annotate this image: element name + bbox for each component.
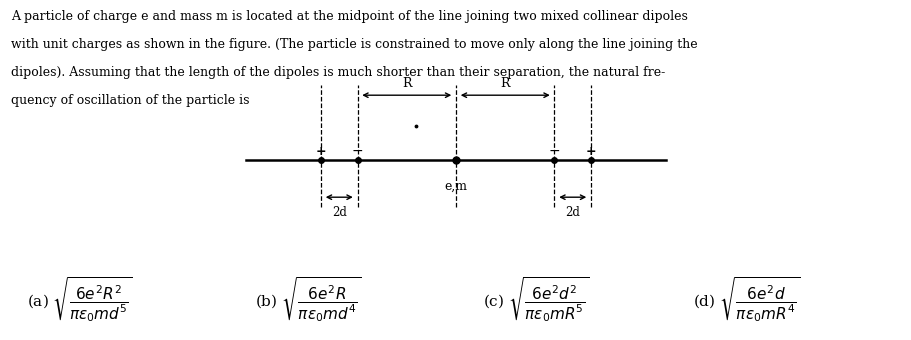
Text: −: − xyxy=(352,144,363,158)
Text: +: + xyxy=(585,145,596,158)
Text: R: R xyxy=(500,77,509,90)
Text: 2d: 2d xyxy=(565,206,579,219)
Text: A particle of charge e and mass m is located at the midpoint of the line joining: A particle of charge e and mass m is loc… xyxy=(11,10,687,23)
Text: R: R xyxy=(402,77,411,90)
Text: (a) $\sqrt{\dfrac{6e^2R^2}{\pi\varepsilon_0 md^5}}$: (a) $\sqrt{\dfrac{6e^2R^2}{\pi\varepsilo… xyxy=(27,275,133,324)
Text: dipoles). Assuming that the length of the dipoles is much shorter than their sep: dipoles). Assuming that the length of th… xyxy=(11,66,664,79)
Text: −: − xyxy=(548,144,559,158)
Text: (d) $\sqrt{\dfrac{6e^2d}{\pi\varepsilon_0 mR^4}}$: (d) $\sqrt{\dfrac{6e^2d}{\pi\varepsilon_… xyxy=(692,275,800,324)
Text: with unit charges as shown in the figure. (The particle is constrained to move o: with unit charges as shown in the figure… xyxy=(11,38,697,51)
Text: quency of oscillation of the particle is: quency of oscillation of the particle is xyxy=(11,94,250,107)
Text: (c) $\sqrt{\dfrac{6e^2d^2}{\pi\varepsilon_0 mR^5}}$: (c) $\sqrt{\dfrac{6e^2d^2}{\pi\varepsilo… xyxy=(483,275,589,324)
Text: +: + xyxy=(315,145,326,158)
Text: e,m: e,m xyxy=(444,180,467,193)
Text: (b) $\sqrt{\dfrac{6e^2R}{\pi\varepsilon_0 md^4}}$: (b) $\sqrt{\dfrac{6e^2R}{\pi\varepsilon_… xyxy=(255,275,362,324)
Text: 2d: 2d xyxy=(332,206,346,219)
